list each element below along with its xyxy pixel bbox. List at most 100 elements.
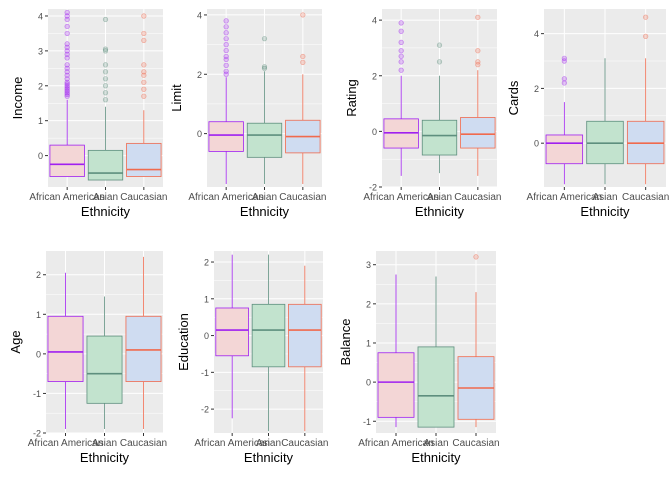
x-tick-label: Asian [92, 438, 117, 449]
y-tick-label: -1 [201, 368, 209, 378]
box-iqr [125, 315, 162, 382]
box-iqr [126, 142, 162, 177]
box-caucasian [125, 256, 162, 430]
outlier-point [300, 53, 306, 60]
x-axis-title: Ethnicity [580, 204, 630, 219]
y-tick-label: 3 [366, 260, 371, 270]
outlier-point [223, 41, 229, 48]
outlier-point [398, 59, 404, 65]
y-axis-title: Limit [169, 84, 184, 112]
box-asian [246, 36, 283, 185]
y-tick-label: 0 [204, 331, 209, 341]
y-tick-label: 1 [36, 310, 41, 320]
y-tick-label: 2 [534, 84, 539, 94]
box-asian [417, 276, 455, 428]
x-tick-label: Caucasian [281, 438, 328, 449]
box-iqr [421, 119, 458, 156]
outlier-point [261, 64, 268, 70]
x-axis-title: Ethnicity [81, 204, 131, 219]
x-tick-label: Caucasian [622, 192, 669, 203]
outlier-point [64, 65, 70, 71]
y-axis-title: Cards [506, 80, 521, 115]
y-tick-label: -2 [369, 183, 377, 193]
x-tick-label: African American [527, 192, 603, 203]
outlier-point [643, 14, 649, 20]
outlier-point [475, 59, 481, 65]
box-iqr [215, 307, 249, 357]
y-tick-label: -2 [201, 405, 209, 415]
outlier-point [141, 69, 147, 75]
outlier-point [64, 30, 70, 37]
y-tick-label: 2 [372, 71, 377, 81]
y-tick-label: -1 [33, 389, 41, 399]
outlier-point [223, 68, 229, 74]
box-asian [87, 16, 124, 181]
x-tick-label: Asian [93, 192, 118, 203]
outlier-point [561, 55, 567, 61]
outlier-point [223, 53, 229, 60]
outlier-point [102, 62, 109, 68]
outlier-point [102, 97, 109, 103]
box-caucasian [626, 14, 665, 185]
outlier-point [141, 79, 147, 85]
outlier-point [64, 51, 70, 57]
box-asian [586, 58, 624, 185]
outlier-point [102, 83, 109, 89]
box-caucasian [126, 13, 162, 177]
box-african-american [215, 254, 249, 419]
outlier-point [64, 44, 70, 50]
outlier-point [398, 28, 404, 34]
y-tick-label: 0 [366, 378, 371, 388]
y-tick-label: 2 [366, 299, 371, 309]
outlier-point [398, 67, 404, 73]
x-tick-label: Caucasian [452, 438, 499, 449]
outlier-point [64, 83, 70, 89]
outlier-point [398, 20, 404, 26]
box-asian [421, 42, 458, 174]
x-tick-label: Asian [252, 192, 277, 203]
y-tick-label: 1 [38, 116, 43, 126]
outlier-point [141, 13, 147, 19]
outlier-point [141, 30, 147, 37]
box-iqr [208, 121, 244, 152]
outlier-point [64, 72, 70, 78]
outlier-point [561, 76, 567, 82]
x-axis-title: Ethnicity [415, 204, 465, 219]
y-tick-label: -2 [33, 429, 41, 439]
x-tick-label: African American [358, 438, 434, 449]
outlier-point [64, 9, 70, 16]
y-tick-label: 0 [372, 127, 377, 137]
box-african-american [49, 9, 85, 177]
box-african-american [377, 274, 415, 428]
box-iqr [49, 144, 85, 177]
box-iqr [417, 346, 455, 428]
box-iqr [545, 134, 584, 165]
outlier-point [64, 93, 70, 99]
y-tick-label: 3 [38, 46, 43, 56]
outlier-point [64, 62, 70, 68]
x-tick-label: African American [28, 438, 104, 449]
outlier-point [561, 58, 567, 64]
outlier-point [561, 80, 567, 86]
outlier-point [102, 90, 109, 96]
box-iqr [246, 122, 283, 158]
x-axis-title: Ethnicity [240, 204, 290, 219]
outlier-point [64, 76, 70, 82]
outlier-point [141, 93, 147, 99]
outlier-point [398, 53, 404, 59]
box-african-american [383, 20, 419, 176]
x-tick-label: African American [363, 192, 439, 203]
outlier-point [64, 48, 70, 54]
outlier-point [398, 39, 404, 45]
outlier-point [64, 88, 70, 94]
y-tick-label: 1 [366, 338, 371, 348]
outlier-point [64, 81, 70, 87]
y-axis-title: Education [176, 313, 191, 371]
box-caucasian [457, 254, 495, 428]
x-tick-label: African American [194, 438, 270, 449]
outlier-point [300, 12, 306, 18]
outlier-point [141, 62, 147, 68]
